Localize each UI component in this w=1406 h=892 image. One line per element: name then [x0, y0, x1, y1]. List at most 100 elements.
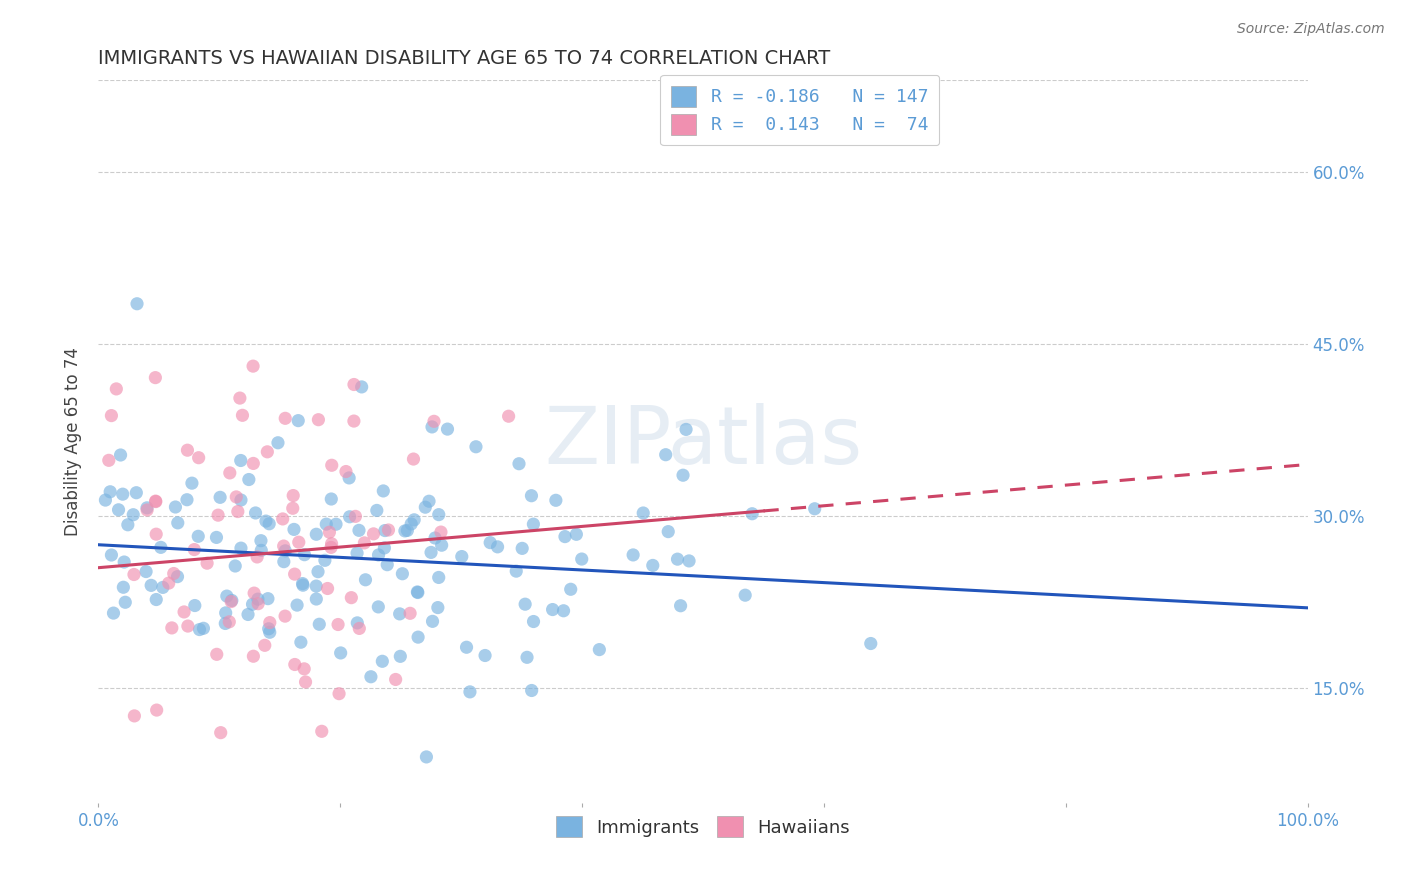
Point	[214, 616, 236, 631]
Point	[456, 640, 478, 655]
Point	[274, 544, 297, 558]
Point	[388, 607, 411, 621]
Point	[741, 507, 763, 521]
Point	[669, 599, 692, 613]
Point	[242, 359, 264, 373]
Point	[321, 491, 343, 506]
Point	[215, 589, 238, 603]
Point	[346, 546, 368, 560]
Point	[325, 517, 347, 532]
Point	[257, 516, 280, 531]
Point	[307, 413, 329, 427]
Point	[588, 642, 610, 657]
Point	[271, 512, 294, 526]
Point	[224, 559, 246, 574]
Point	[641, 558, 664, 573]
Point	[145, 527, 167, 541]
Point	[672, 468, 695, 483]
Point	[149, 541, 172, 555]
Point	[406, 585, 429, 599]
Point	[522, 517, 544, 532]
Point	[479, 535, 502, 549]
Point	[377, 523, 399, 537]
Point	[343, 377, 366, 392]
Point	[560, 582, 582, 597]
Point	[221, 593, 243, 607]
Point	[238, 473, 260, 487]
Point	[522, 615, 544, 629]
Point	[245, 506, 267, 520]
Point	[267, 435, 290, 450]
Point	[510, 541, 533, 556]
Point	[430, 538, 453, 552]
Y-axis label: Disability Age 65 to 74: Disability Age 65 to 74	[65, 347, 83, 536]
Point	[571, 552, 593, 566]
Legend: Immigrants, Hawaiians: Immigrants, Hawaiians	[550, 809, 856, 845]
Point	[319, 541, 342, 555]
Point	[177, 619, 200, 633]
Point	[371, 654, 394, 668]
Point	[181, 476, 204, 491]
Point	[505, 564, 527, 578]
Point	[423, 531, 446, 545]
Point	[112, 580, 135, 594]
Point	[98, 484, 121, 499]
Point	[399, 607, 422, 621]
Point	[145, 703, 167, 717]
Point	[515, 597, 537, 611]
Point	[219, 594, 242, 608]
Point	[103, 606, 125, 620]
Point	[173, 605, 195, 619]
Point	[374, 524, 396, 538]
Point	[621, 548, 644, 562]
Point	[111, 487, 134, 501]
Point	[246, 592, 269, 607]
Point	[229, 391, 252, 405]
Point	[231, 409, 253, 423]
Point	[285, 598, 308, 612]
Point	[152, 581, 174, 595]
Point	[394, 524, 416, 538]
Point	[321, 537, 343, 551]
Point	[541, 602, 564, 616]
Point	[406, 585, 429, 599]
Point	[420, 545, 443, 559]
Point	[311, 724, 333, 739]
Point	[287, 414, 309, 428]
Point	[160, 621, 183, 635]
Point	[141, 578, 163, 592]
Text: ZIPatlas: ZIPatlas	[544, 402, 862, 481]
Point	[375, 558, 398, 572]
Point	[218, 466, 240, 480]
Point	[367, 599, 389, 614]
Point	[339, 509, 361, 524]
Point	[498, 409, 520, 424]
Point	[250, 543, 273, 558]
Point	[187, 450, 209, 465]
Point	[209, 491, 232, 505]
Point	[413, 500, 436, 515]
Point	[215, 606, 238, 620]
Point	[135, 565, 157, 579]
Point	[166, 569, 188, 583]
Point	[122, 508, 145, 522]
Point	[273, 555, 295, 569]
Point	[193, 621, 215, 635]
Point	[346, 615, 368, 630]
Point	[326, 617, 349, 632]
Point	[486, 540, 509, 554]
Point	[391, 566, 413, 581]
Point	[145, 494, 167, 508]
Point	[384, 673, 406, 687]
Point	[243, 586, 266, 600]
Point	[207, 508, 229, 523]
Point	[274, 411, 297, 425]
Text: IMMIGRANTS VS HAWAIIAN DISABILITY AGE 65 TO 74 CORRELATION CHART: IMMIGRANTS VS HAWAIIAN DISABILITY AGE 65…	[98, 48, 831, 68]
Point	[229, 453, 252, 467]
Point	[554, 530, 576, 544]
Point	[367, 548, 389, 562]
Point	[343, 414, 366, 428]
Point	[290, 635, 312, 649]
Point	[402, 452, 425, 467]
Point	[165, 500, 187, 514]
